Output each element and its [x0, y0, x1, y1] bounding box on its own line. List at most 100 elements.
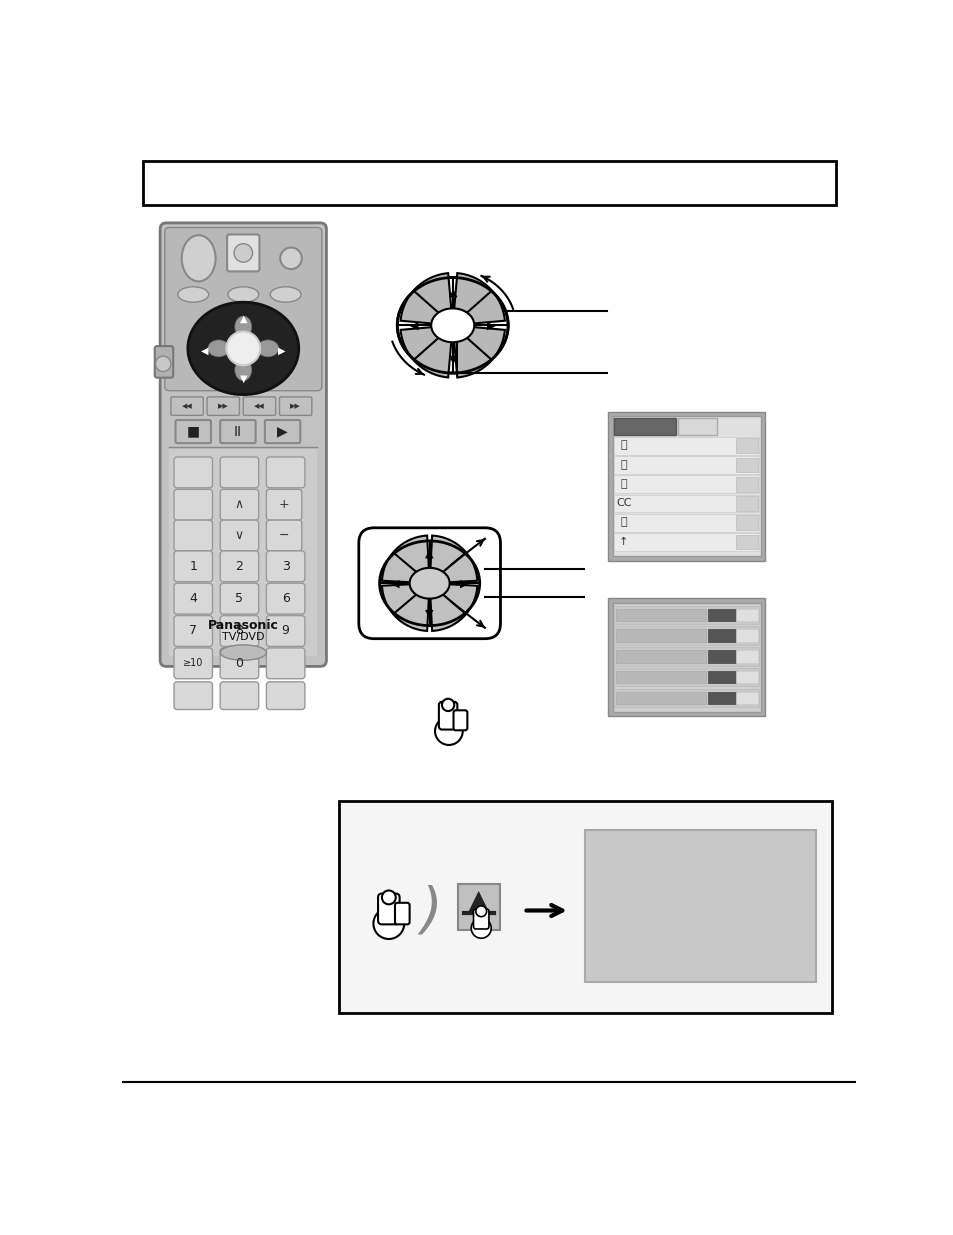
Bar	[708, 651, 736, 662]
Bar	[736, 535, 757, 550]
Text: 7: 7	[189, 625, 197, 637]
FancyBboxPatch shape	[173, 615, 213, 646]
FancyBboxPatch shape	[266, 551, 305, 582]
FancyBboxPatch shape	[173, 583, 213, 614]
Text: ↑: ↑	[618, 537, 628, 547]
Bar	[170, 448, 317, 656]
FancyBboxPatch shape	[160, 222, 326, 667]
Text: ▶▶: ▶▶	[217, 403, 229, 409]
Bar	[608, 411, 764, 561]
Text: 9: 9	[281, 625, 290, 637]
Text: ⬜: ⬜	[619, 459, 626, 469]
Circle shape	[381, 890, 395, 904]
Ellipse shape	[188, 303, 298, 395]
FancyBboxPatch shape	[173, 682, 213, 710]
FancyBboxPatch shape	[265, 420, 300, 443]
FancyBboxPatch shape	[243, 396, 275, 415]
Wedge shape	[381, 536, 429, 583]
Ellipse shape	[234, 316, 252, 337]
Bar	[614, 668, 759, 687]
Bar	[736, 671, 757, 683]
FancyBboxPatch shape	[171, 396, 203, 415]
Bar	[616, 630, 705, 642]
Bar	[736, 496, 757, 511]
Text: ▲: ▲	[468, 887, 489, 914]
FancyBboxPatch shape	[266, 457, 305, 488]
FancyBboxPatch shape	[227, 235, 259, 272]
FancyBboxPatch shape	[220, 420, 255, 443]
Ellipse shape	[396, 278, 508, 373]
FancyBboxPatch shape	[266, 648, 305, 679]
FancyBboxPatch shape	[220, 648, 258, 679]
Circle shape	[155, 356, 171, 372]
Text: ▲: ▲	[239, 314, 247, 324]
Circle shape	[373, 908, 404, 939]
Bar	[736, 651, 757, 662]
Text: ◀◀: ◀◀	[253, 403, 265, 409]
FancyBboxPatch shape	[266, 615, 305, 646]
Text: Panasonic: Panasonic	[208, 619, 278, 632]
Text: ∨: ∨	[234, 529, 244, 542]
Ellipse shape	[257, 340, 278, 357]
Bar	[584, 830, 816, 982]
FancyBboxPatch shape	[395, 903, 409, 924]
FancyBboxPatch shape	[175, 420, 211, 443]
FancyBboxPatch shape	[220, 457, 258, 488]
FancyBboxPatch shape	[377, 894, 399, 924]
Wedge shape	[381, 583, 429, 631]
Text: ): )	[420, 884, 441, 937]
FancyBboxPatch shape	[173, 648, 213, 679]
Bar	[614, 534, 759, 551]
Bar	[736, 515, 757, 530]
Bar	[616, 671, 705, 683]
Bar	[736, 458, 757, 472]
Bar	[614, 514, 759, 531]
Bar	[736, 477, 757, 492]
Ellipse shape	[208, 340, 229, 357]
Bar	[143, 161, 836, 205]
FancyBboxPatch shape	[173, 489, 213, 520]
FancyBboxPatch shape	[438, 701, 456, 730]
Text: −: −	[278, 529, 289, 542]
Text: ▶: ▶	[277, 346, 285, 356]
FancyBboxPatch shape	[266, 583, 305, 614]
Bar	[708, 609, 736, 621]
Ellipse shape	[270, 287, 301, 303]
Text: ◀: ◀	[410, 320, 418, 330]
FancyBboxPatch shape	[453, 710, 467, 730]
Text: CC: CC	[616, 498, 631, 508]
Wedge shape	[400, 273, 453, 325]
FancyBboxPatch shape	[220, 583, 258, 614]
FancyBboxPatch shape	[358, 527, 500, 638]
Bar	[616, 692, 705, 704]
Ellipse shape	[431, 309, 474, 342]
Text: 2: 2	[235, 559, 243, 573]
Text: 1: 1	[189, 559, 197, 573]
Text: 4: 4	[189, 592, 197, 605]
Text: ▲: ▲	[448, 288, 456, 298]
Bar	[614, 647, 759, 666]
FancyBboxPatch shape	[220, 615, 258, 646]
Bar	[608, 598, 764, 716]
FancyBboxPatch shape	[165, 227, 321, 390]
Ellipse shape	[177, 287, 209, 303]
FancyBboxPatch shape	[173, 551, 213, 582]
Text: ≥10: ≥10	[183, 658, 203, 668]
FancyBboxPatch shape	[220, 489, 258, 520]
Bar	[338, 802, 831, 1013]
Text: ▶: ▶	[277, 425, 288, 438]
FancyBboxPatch shape	[266, 682, 305, 710]
Bar	[736, 609, 757, 621]
Bar	[616, 609, 705, 621]
Bar	[614, 475, 759, 493]
FancyBboxPatch shape	[266, 489, 301, 520]
Ellipse shape	[409, 568, 449, 599]
Circle shape	[280, 247, 301, 269]
Bar	[616, 651, 705, 662]
Bar	[736, 692, 757, 704]
FancyBboxPatch shape	[266, 520, 301, 551]
Wedge shape	[400, 325, 453, 378]
FancyBboxPatch shape	[279, 396, 312, 415]
FancyBboxPatch shape	[173, 457, 213, 488]
Text: TV/DVD: TV/DVD	[222, 632, 264, 642]
